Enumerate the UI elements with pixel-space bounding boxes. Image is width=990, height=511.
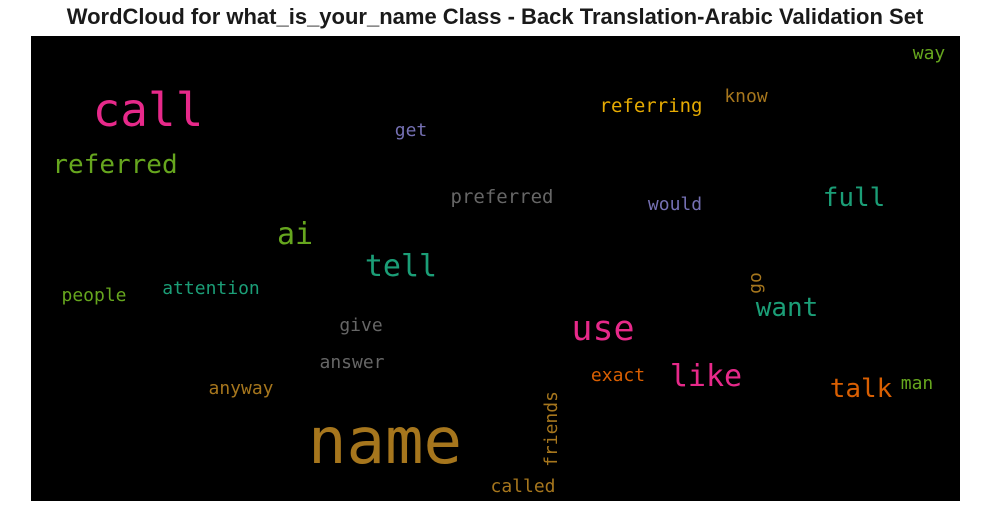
word-get: get [395, 120, 428, 141]
word-tell: tell [365, 249, 437, 284]
word-man: man [901, 373, 934, 394]
word-talk: talk [830, 374, 893, 404]
word-call: call [93, 83, 204, 137]
word-full: full [823, 183, 886, 213]
word-people: people [61, 285, 126, 306]
wordcloud-canvas: name call use like tell referred ai full want tal… [52, 43, 946, 497]
word-go: go [745, 272, 766, 294]
word-use: use [571, 309, 634, 349]
wordcloud-panel: name call use like tell referred ai full want tal… [31, 36, 960, 501]
chart-title: WordCloud for what_is_your_name Class - … [66, 4, 924, 29]
word-answer: answer [319, 352, 384, 373]
word-called: called [490, 476, 555, 497]
word-like: like [670, 359, 742, 394]
word-friends: friends [541, 391, 562, 467]
word-would: would [648, 194, 702, 215]
word-referring: referring [600, 95, 703, 117]
word-exact: exact [591, 365, 645, 386]
word-preferred: preferred [451, 186, 554, 208]
word-ai: ai [277, 217, 313, 252]
word-attention: attention [162, 278, 260, 299]
word-name: name [308, 405, 462, 479]
word-want: want [756, 293, 819, 323]
word-give: give [339, 315, 382, 336]
word-anyway: anyway [208, 378, 273, 399]
word-way: way [913, 43, 946, 64]
word-referred: referred [52, 150, 177, 180]
word-know: know [724, 86, 768, 107]
